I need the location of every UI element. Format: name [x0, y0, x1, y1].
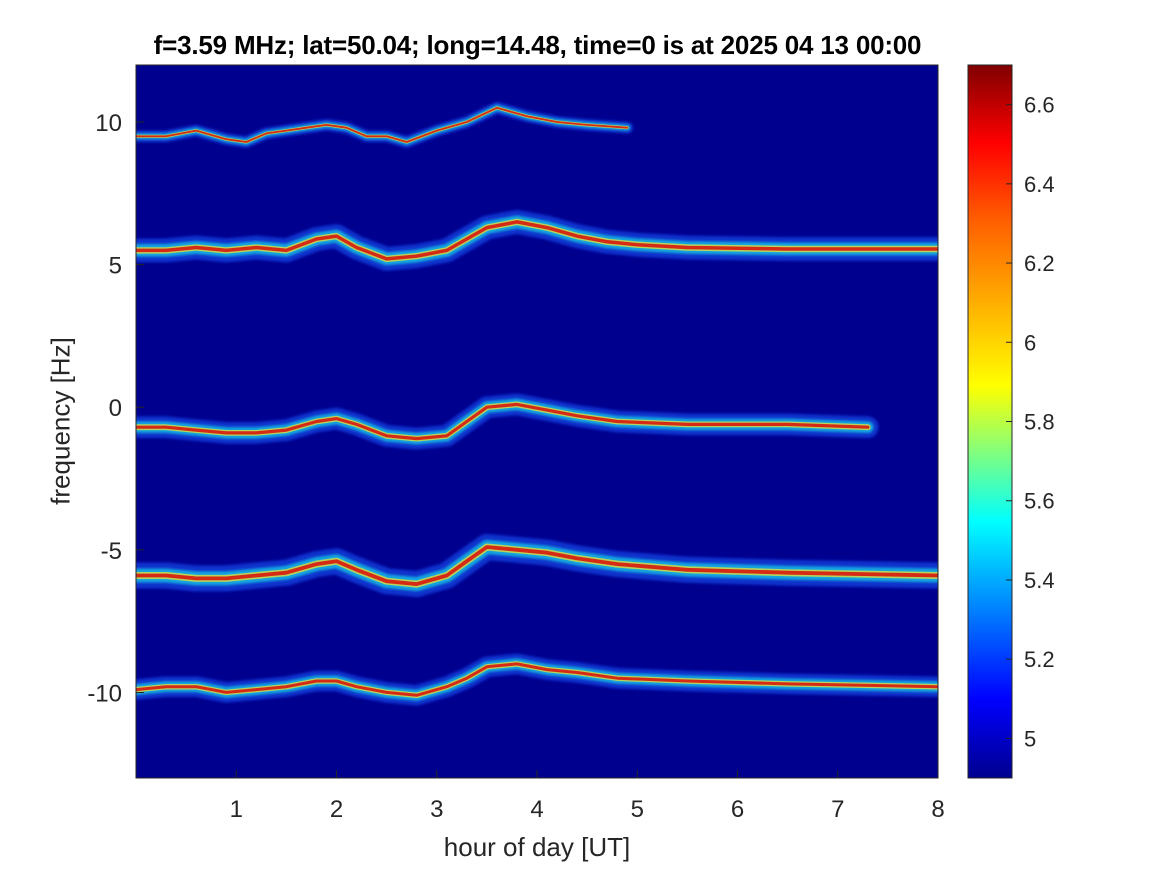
x-tick-label: 6 — [731, 796, 744, 823]
y-tick-label: 0 — [109, 395, 122, 422]
y-axis-label: frequency [Hz] — [45, 337, 76, 505]
colorbar-tick-label: 6.2 — [1024, 251, 1055, 276]
colorbar-tick-label: 6.6 — [1024, 93, 1055, 118]
trace-1 — [136, 210, 938, 271]
x-tick-label: 5 — [631, 796, 644, 823]
y-tick-label: -10 — [87, 680, 122, 707]
y-axis: -10 -5 0 5 10 — [87, 110, 144, 707]
y-tick-label: 10 — [95, 110, 122, 137]
signal-traces — [136, 101, 938, 706]
colorbar-axis: 5 5.2 5.4 5.6 5.8 6 6.2 6.4 6.6 — [1006, 93, 1055, 751]
trace-4 — [136, 653, 938, 706]
colorbar-tick-label: 5.8 — [1024, 410, 1055, 435]
x-axis-label: hour of day [UT] — [443, 832, 631, 862]
colorbar-tick-label: 5.6 — [1024, 489, 1055, 514]
colorbar-tick-label: 6.4 — [1024, 172, 1055, 197]
x-axis: 1 2 3 4 5 6 7 8 — [230, 770, 945, 823]
x-tick-label: 1 — [230, 796, 243, 823]
trace-2 — [136, 393, 879, 450]
trace-0 — [136, 101, 634, 148]
colorbar — [967, 64, 1013, 779]
y-tick-label: 5 — [109, 253, 122, 280]
x-tick-label: 8 — [931, 796, 944, 823]
trace-3 — [136, 534, 938, 598]
colorbar-tick-label: 5.4 — [1024, 568, 1055, 593]
x-tick-label: 2 — [330, 796, 343, 823]
y-tick-label: -5 — [101, 538, 122, 565]
x-tick-label: 4 — [530, 796, 543, 823]
colorbar-tick-label: 6 — [1024, 330, 1036, 355]
chart-title: f=3.59 MHz; lat=50.04; long=14.48, time=… — [153, 30, 922, 60]
x-tick-label: 7 — [831, 796, 844, 823]
colorbar-tick-label: 5 — [1024, 726, 1036, 751]
colorbar-tick-label: 5.2 — [1024, 647, 1055, 672]
x-tick-label: 3 — [430, 796, 443, 823]
